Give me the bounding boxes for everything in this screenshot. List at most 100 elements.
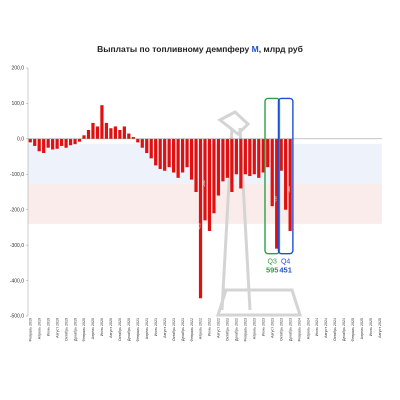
bar xyxy=(230,138,234,192)
q3-highlight-box xyxy=(264,97,281,255)
x-tick-label: Февраль 2019 xyxy=(28,318,32,342)
q3-total: 595 xyxy=(266,266,279,275)
x-tick-label: Октябрь 2021 xyxy=(172,318,176,341)
x-tick-label: Август 2025 xyxy=(378,318,382,338)
bar xyxy=(33,138,37,146)
bar xyxy=(37,138,41,152)
x-tick-label: Июнь 2022 xyxy=(208,318,212,336)
bar xyxy=(64,138,68,148)
x-tick-label: Апрель 2023 xyxy=(252,318,256,339)
q3-label: Q3 xyxy=(268,259,277,266)
x-tick-label: Октябрь 2024 xyxy=(333,318,337,341)
bar xyxy=(288,138,292,231)
bar xyxy=(172,138,176,173)
x-tick-label: Июнь 2025 xyxy=(369,318,373,336)
x-tick-label: Декабрь 2024 xyxy=(342,318,346,341)
bar xyxy=(167,138,171,168)
bar xyxy=(42,138,46,154)
y-tick-label: 200,0 xyxy=(11,66,24,72)
q4-highlight-box xyxy=(277,97,294,255)
bar xyxy=(95,126,100,139)
chart-title-suffix: , млрд руб xyxy=(258,44,303,54)
x-tick-label: Июнь 2019 xyxy=(46,318,50,336)
bar-value-label: -310 xyxy=(274,196,278,203)
y-tick-label: 0,0 xyxy=(17,137,24,143)
bar xyxy=(86,130,91,139)
bar xyxy=(140,138,144,148)
chart-title-highlight: М xyxy=(251,44,259,54)
bar xyxy=(28,138,32,143)
x-tick-label: Август 2020 xyxy=(109,318,113,338)
x-tick-label: Декабрь 2023 xyxy=(288,318,292,341)
x-tick-label: Апрель 2025 xyxy=(360,318,364,339)
bar xyxy=(131,137,135,139)
bar xyxy=(51,138,55,150)
chart-title-prefix: Выплаты по топливному демпферу xyxy=(97,44,252,54)
x-tick-label: Апрель 2019 xyxy=(37,318,41,339)
bar xyxy=(163,138,167,171)
x-tick-label: Июнь 2024 xyxy=(315,318,319,336)
x-tick-label: Октябрь 2020 xyxy=(118,318,122,341)
y-tick-label: -200,0 xyxy=(10,207,24,213)
bar xyxy=(275,138,279,249)
bar xyxy=(194,138,198,192)
bar xyxy=(145,138,149,154)
bar xyxy=(127,133,131,139)
bar xyxy=(189,138,194,180)
bar xyxy=(122,126,126,139)
x-tick-label: Февраль 2021 xyxy=(136,318,140,342)
x-tick-label: Октябрь 2023 xyxy=(279,318,283,341)
bar xyxy=(180,138,185,173)
x-tick-label: Апрель 2022 xyxy=(199,318,203,339)
x-tick-label: Декабрь 2021 xyxy=(181,318,185,341)
bar xyxy=(225,138,230,178)
bar xyxy=(100,105,104,139)
bar xyxy=(284,138,288,210)
x-tick-label: Апрель 2020 xyxy=(91,318,95,339)
bar xyxy=(158,138,162,169)
x-tick-label: Август 2021 xyxy=(163,318,167,338)
q4-label: Q4 xyxy=(281,259,290,266)
bar xyxy=(216,138,221,196)
bar xyxy=(59,138,64,146)
bar xyxy=(113,126,117,139)
bar xyxy=(118,130,122,139)
x-tick-label: Июнь 2020 xyxy=(100,318,104,336)
x-tick-label: Февраль 2020 xyxy=(82,318,86,342)
bar xyxy=(207,138,212,231)
bar xyxy=(109,128,113,139)
x-tick-label: Апрель 2024 xyxy=(306,318,310,339)
bar xyxy=(46,138,50,148)
bar xyxy=(270,138,274,207)
x-tick-label: Октябрь 2019 xyxy=(64,318,68,341)
bar xyxy=(243,138,247,175)
bar xyxy=(77,138,82,142)
bar xyxy=(55,138,59,149)
bar-value-label: -260 xyxy=(287,186,291,193)
bar xyxy=(154,138,158,166)
x-tick-label: Июнь 2021 xyxy=(154,318,158,336)
bar xyxy=(212,138,216,214)
bar xyxy=(104,122,109,139)
x-tick-label: Август 2022 xyxy=(217,318,221,338)
bar xyxy=(221,138,225,182)
y-tick-label: -300,0 xyxy=(10,243,24,249)
bar-value-label: -230 xyxy=(202,180,206,187)
bar xyxy=(198,138,203,299)
chart-title: Выплаты по топливному демпферу М, млрд р… xyxy=(0,44,400,54)
x-tick-label: Февраль 2022 xyxy=(190,318,194,342)
bar xyxy=(203,138,207,221)
bar xyxy=(252,138,256,175)
bar xyxy=(91,122,95,139)
bar xyxy=(82,135,86,139)
x-tick-label: Декабрь 2020 xyxy=(127,318,131,341)
x-tick-label: Август 2024 xyxy=(324,318,328,338)
y-tick-label: -500,0 xyxy=(10,314,24,320)
x-tick-label: Февраль 2025 xyxy=(351,318,355,342)
bar xyxy=(261,138,265,173)
oil-pump-silhouette xyxy=(215,110,303,317)
bar xyxy=(73,138,77,145)
q4-total: 451 xyxy=(279,266,292,275)
bar xyxy=(239,138,243,189)
